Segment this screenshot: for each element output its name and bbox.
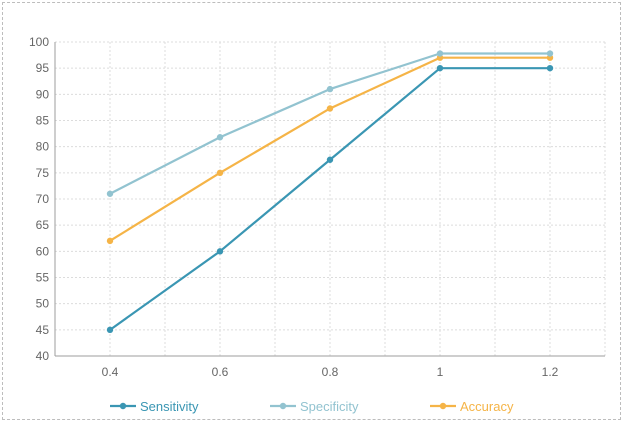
data-point[interactable] xyxy=(326,85,334,93)
y-tick-label: 45 xyxy=(36,323,50,337)
series-line xyxy=(109,56,550,242)
y-tick-label: 85 xyxy=(36,114,50,128)
grid xyxy=(55,41,606,356)
legend-item-sensitivity[interactable]: Sensitivity xyxy=(110,399,199,414)
legend-swatch-dot xyxy=(119,402,127,410)
series-specificity xyxy=(106,50,554,197)
data-point[interactable] xyxy=(436,50,444,57)
y-tick-label: 70 xyxy=(36,192,50,206)
y-tick-label: 75 xyxy=(36,166,50,180)
legend-swatch-dot xyxy=(279,402,287,410)
data-point[interactable] xyxy=(326,156,334,163)
data-point[interactable] xyxy=(326,105,334,112)
x-tick-label: 0.6 xyxy=(212,365,229,379)
legend-swatch-dot xyxy=(439,402,447,410)
chart-frame xyxy=(2,2,621,420)
y-tick-label: 40 xyxy=(36,349,50,363)
y-tick-label: 55 xyxy=(36,271,50,285)
data-point[interactable] xyxy=(546,50,554,57)
y-tick-label: 60 xyxy=(36,244,50,258)
legend-item-specificity[interactable]: Specificity xyxy=(270,399,359,414)
y-axis-ticks: 40 45 50 55 60 65 70 75 80 85 90 95 100 xyxy=(29,35,49,363)
y-tick-label: 65 xyxy=(36,218,50,232)
legend-label: Specificity xyxy=(300,399,359,414)
data-point[interactable] xyxy=(546,64,554,72)
y-tick-label: 80 xyxy=(36,140,50,154)
data-point[interactable] xyxy=(106,237,114,245)
data-point[interactable] xyxy=(436,64,444,72)
x-tick-label: 1 xyxy=(437,365,444,379)
x-tick-label: 0.8 xyxy=(322,365,339,379)
x-tick-label: 0.4 xyxy=(102,365,119,379)
data-point[interactable] xyxy=(216,134,224,141)
axes xyxy=(54,42,605,357)
x-axis-ticks: 0.4 0.6 0.8 1 1.2 xyxy=(102,365,559,379)
x-tick-label: 1.2 xyxy=(542,365,559,379)
y-tick-label: 90 xyxy=(36,87,50,101)
data-point[interactable] xyxy=(106,190,114,197)
legend-label: Sensitivity xyxy=(140,399,199,414)
legend-label: Accuracy xyxy=(460,399,514,414)
legend: Sensitivity Specificity Accuracy xyxy=(110,399,514,414)
y-tick-label: 95 xyxy=(36,61,50,75)
data-point[interactable] xyxy=(216,248,224,255)
data-point[interactable] xyxy=(216,169,224,177)
y-tick-label: 50 xyxy=(36,297,50,311)
series-sensitivity xyxy=(106,64,554,334)
data-point[interactable] xyxy=(106,326,114,334)
y-tick-label: 100 xyxy=(29,35,49,49)
series-lines xyxy=(106,50,554,334)
legend-item-accuracy[interactable]: Accuracy xyxy=(430,399,514,414)
